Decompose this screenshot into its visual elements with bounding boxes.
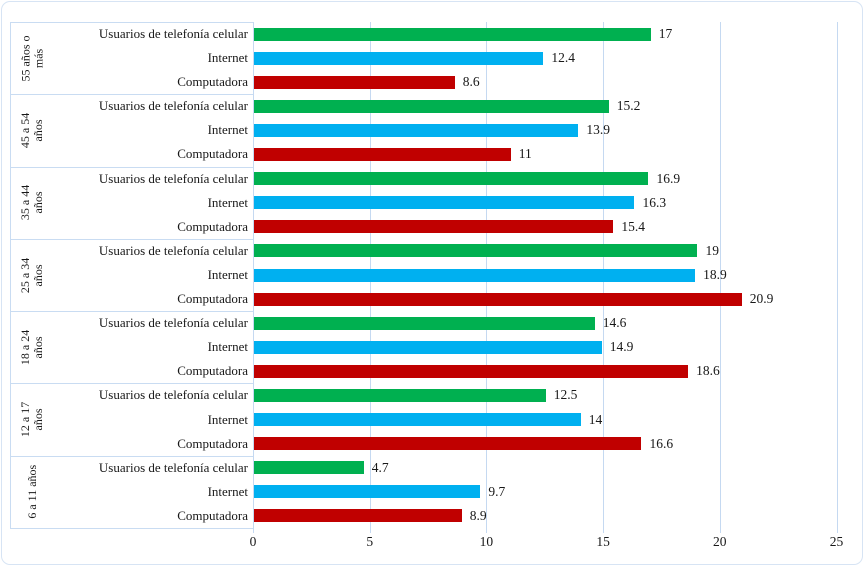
bar-value-label: 12.5 — [553, 387, 578, 403]
group-separator-line — [10, 455, 253, 457]
bar — [254, 316, 595, 330]
bar-value-label: 14.6 — [602, 315, 627, 331]
series-category-label: Internet — [207, 411, 248, 427]
bar — [254, 292, 742, 306]
gridline — [719, 22, 721, 528]
bar-value-label: 4.7 — [371, 459, 389, 475]
bar-value-label: 20.9 — [749, 291, 774, 307]
bar — [254, 244, 698, 258]
series-category-label: Internet — [207, 50, 248, 66]
series-category-label: Internet — [207, 339, 248, 355]
bar — [254, 75, 455, 89]
bar-value-label: 14 — [588, 411, 603, 427]
bar — [254, 172, 649, 186]
bar-value-label: 15.2 — [616, 98, 641, 114]
bar — [254, 148, 511, 162]
group-separator-line — [10, 528, 253, 529]
bar-value-label: 16.3 — [642, 194, 667, 210]
group-separator-line — [10, 383, 253, 385]
bar — [254, 509, 462, 523]
bar-value-label: 15.4 — [621, 218, 646, 234]
series-category-label: Computadora — [177, 218, 248, 234]
series-category-label: Usuarios de telefonía celular — [98, 387, 248, 403]
bar — [254, 196, 635, 210]
axis-tick — [253, 528, 254, 533]
bar — [254, 461, 364, 475]
group-separator-line — [10, 311, 253, 313]
bar — [254, 437, 642, 451]
bar-value-label: 14.9 — [609, 339, 634, 355]
bar — [254, 99, 609, 113]
bar-value-label: 8.9 — [469, 507, 487, 523]
series-category-label: Computadora — [177, 74, 248, 90]
bar-value-label: 17 — [658, 26, 673, 41]
group-separator-line — [10, 22, 253, 23]
series-category-label: Usuarios de telefonía celular — [98, 242, 248, 258]
series-category-label: Usuarios de telefonía celular — [98, 170, 248, 186]
series-category-label: Usuarios de telefonía celular — [98, 26, 248, 41]
series-category-label: Internet — [207, 266, 248, 282]
axis-tick — [836, 528, 838, 533]
bar-value-label: 9.7 — [488, 483, 506, 499]
y-axis-line — [253, 22, 254, 528]
bar-value-label: 8.6 — [462, 74, 480, 90]
bar-value-label: 16.9 — [656, 170, 681, 186]
bar-value-label: 19 — [705, 242, 719, 258]
group-separator-line — [10, 94, 253, 96]
bar-value-label: 12.4 — [551, 50, 576, 66]
bar — [254, 413, 581, 427]
bar-value-label: 11 — [518, 146, 532, 162]
group-separator-line — [10, 166, 253, 168]
series-category-label: Computadora — [177, 507, 248, 523]
series-category-label: Internet — [207, 122, 248, 138]
gridline — [836, 22, 838, 528]
x-tick-label: 5 — [366, 534, 374, 549]
x-tick-label: 0 — [249, 534, 257, 549]
x-tick-label: 10 — [479, 534, 494, 549]
bar-value-label: 13.9 — [586, 122, 611, 138]
x-tick-label: 15 — [596, 534, 610, 549]
bar — [254, 268, 696, 282]
axis-tick — [369, 528, 371, 533]
bar — [254, 27, 651, 41]
bar-value-label: 16.6 — [649, 435, 674, 451]
bar — [254, 340, 602, 354]
series-category-label: Internet — [207, 483, 248, 499]
axis-tick — [603, 528, 605, 533]
series-category-label: Computadora — [177, 146, 248, 162]
x-tick-label: 25 — [829, 534, 844, 549]
bar — [254, 364, 689, 378]
bar-value-label: 18.9 — [703, 266, 727, 282]
axis-tick — [486, 528, 488, 533]
series-category-label: Usuarios de telefonía celular — [98, 459, 248, 475]
x-tick-label: 20 — [713, 534, 727, 549]
group-separator-line — [10, 238, 253, 240]
bar — [254, 485, 481, 499]
bar — [254, 51, 544, 65]
series-category-label: Computadora — [177, 363, 248, 379]
bar-value-label: 18.6 — [696, 363, 720, 379]
series-category-label: Usuarios de telefonía celular — [98, 98, 248, 114]
axis-tick — [719, 528, 721, 533]
label-area-border — [10, 22, 11, 528]
series-category-label: Internet — [207, 194, 248, 210]
bar — [254, 123, 579, 137]
bar — [254, 388, 546, 402]
series-category-label: Computadora — [177, 291, 248, 307]
bar — [254, 220, 614, 234]
series-category-label: Computadora — [177, 435, 248, 451]
series-category-label: Usuarios de telefonía celular — [98, 315, 248, 331]
